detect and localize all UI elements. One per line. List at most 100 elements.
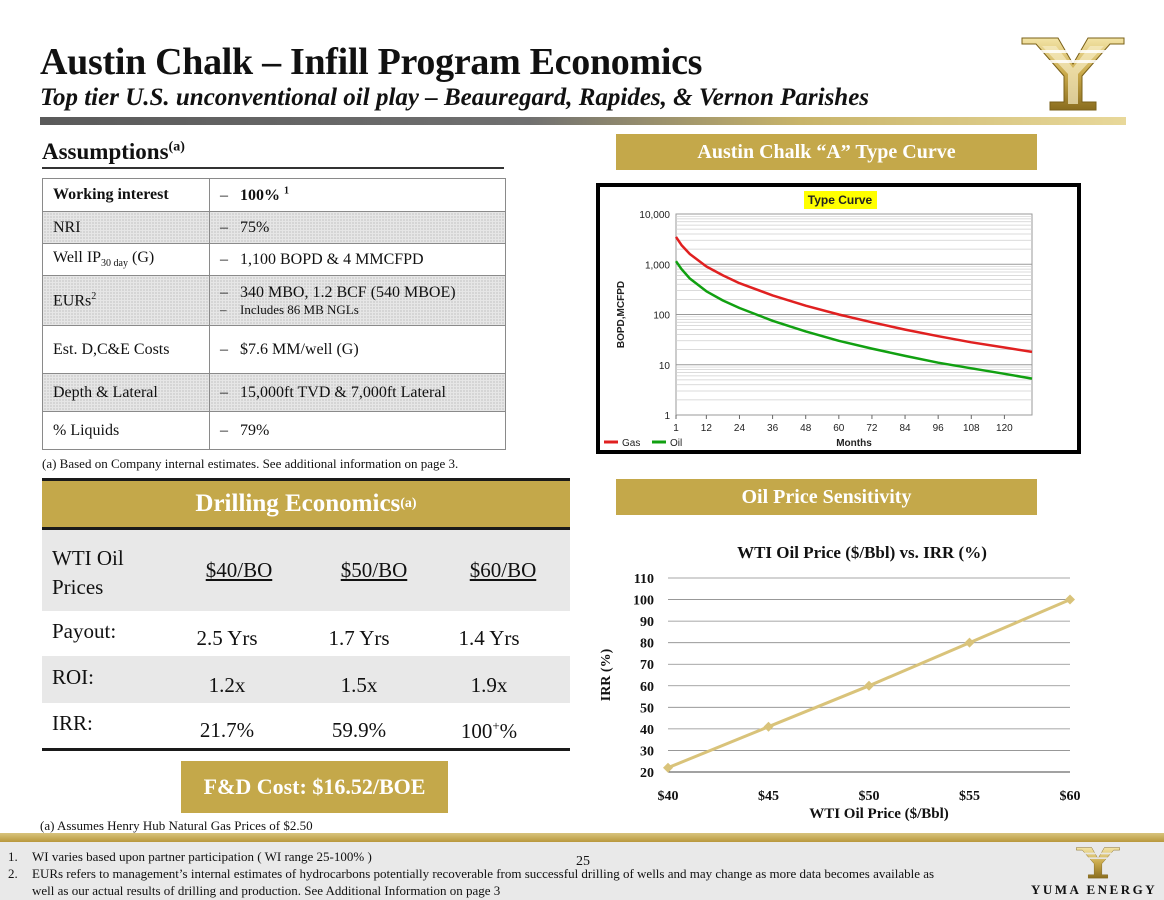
chart-title-bg [804, 191, 877, 209]
eurs-ngl-value: Includes 86 MB NGLs [240, 301, 359, 317]
y-tick-label: 50 [640, 701, 654, 716]
roi-row: ROI: 1.2x 1.5x 1.9x [42, 656, 570, 703]
assumption-value: – $7.6 MM/well (G) [209, 325, 506, 374]
dce-costs-label: Est. D,C&E Costs [42, 325, 210, 374]
assumptions-heading-sup: (a) [168, 139, 185, 155]
x-tick-label: 48 [800, 423, 812, 434]
y-tick-label: 110 [634, 572, 654, 587]
well-ip-label: Well IP30 day (G) [42, 243, 210, 276]
irr-60-tail: % [499, 719, 518, 743]
y-tick-label: 20 [640, 766, 654, 781]
x-tick-label: 96 [933, 423, 945, 434]
well-ip-label-main: Well IP [53, 249, 102, 267]
yuma-logo-small-icon [1075, 847, 1121, 879]
table-row: Well IP30 day (G) –1,100 BOPD & 4 MMCFPD [42, 243, 506, 276]
data-point [1065, 594, 1075, 605]
payout-50: 1.7 Yrs [328, 626, 390, 650]
chart-title: Type Curve [808, 193, 873, 207]
eurs-label: EURs2 [42, 275, 210, 326]
oil-price-sensitivity-chart: WTI Oil Price ($/Bbl) vs. IRR (%) 20 30 40 5… [599, 543, 1081, 822]
x-axis-label: Months [836, 438, 872, 449]
fd-cost-box: F&D Cost: $16.52/BOE [181, 761, 448, 813]
y-tick-label: 10,000 [639, 210, 670, 221]
dash: – [220, 186, 228, 204]
dash: – [220, 383, 228, 401]
eurs-footnote-ref: 2 [91, 290, 97, 302]
series-line-gas [674, 236, 1033, 354]
dce-costs-value: $7.6 MM/well (G) [240, 340, 359, 358]
irr-row: IRR: 21.7% 59.9% 100+% [42, 703, 570, 748]
y-axis-label: IRR (%) [599, 648, 614, 701]
irr-label: IRR: [52, 711, 93, 735]
table-row: Working interest –100% 1 [42, 178, 506, 212]
dash: – [220, 421, 228, 439]
liquids-value: 79% [240, 421, 270, 439]
x-tick-label: 72 [866, 423, 878, 434]
x-tick-label: $60 [1060, 789, 1081, 804]
payout-60: 1.4 Yrs [458, 626, 520, 650]
oil-price-sensitivity-banner: Oil Price Sensitivity [616, 479, 1037, 515]
x-tick-label: $50 [859, 789, 880, 804]
irr-60-base: 100 [460, 719, 493, 743]
working-interest-label: Working interest [53, 186, 169, 203]
nri-value: 75% [240, 218, 270, 236]
dash: – [220, 250, 228, 268]
price-50: $50/BO [340, 558, 408, 582]
x-tick-label: 120 [996, 423, 1013, 434]
footer-band [0, 842, 1164, 900]
roi-label: ROI: [52, 665, 94, 689]
drilling-footnote: (a) Assumes Henry Hub Natural Gas Prices… [40, 818, 313, 833]
x-tick-label: 108 [963, 423, 980, 434]
dash: – [220, 340, 228, 358]
table-row: Est. D,C&E Costs – $7.6 MM/well (G) [42, 325, 506, 374]
table-row: EURs2 –340 MBO, 1.2 BCF (540 MBOE) – Incl… [42, 275, 506, 326]
payout-label: Payout: [52, 619, 117, 643]
roi-50: 1.5x [340, 673, 378, 697]
footer-note-1-number: 1. [8, 849, 18, 864]
data-point [663, 762, 673, 773]
prices-label: WTI Oil Prices [52, 544, 124, 602]
x-tick-label: 24 [734, 423, 746, 434]
assumptions-table: Working interest –100% 1 NRI –75% Well I… [42, 178, 506, 450]
yuma-logo-icon [1020, 37, 1126, 111]
prices-row: WTI Oil Prices $40/BO $50/BO $60/BO [42, 530, 570, 611]
y-tick-label: 100 [633, 594, 654, 609]
nri-label: NRI [42, 211, 210, 244]
y-tick-label: 30 [640, 744, 654, 759]
assumptions-heading: Assumptions(a) [42, 139, 185, 165]
footer-notes: 1. WI varies based upon partner participa… [8, 848, 1018, 899]
x-tick-label: $40 [658, 789, 679, 804]
x-tick-label: $45 [758, 789, 779, 804]
y-tick-label: 10 [659, 361, 671, 372]
drilling-heading-sup: (a) [400, 496, 417, 511]
x-tick-label: 12 [701, 423, 713, 434]
irr-60: 100+% [434, 718, 544, 744]
data-point [763, 721, 774, 732]
y-axis-label: BOPD,MCFPD [616, 281, 627, 348]
page-subtitle: Top tier U.S. unconventional oil play – … [40, 84, 870, 111]
assumption-label: Working interest [42, 178, 210, 212]
y-tick-label: 1,000 [645, 260, 670, 271]
x-tick-label: 1 [673, 423, 679, 434]
liquids-label: % Liquids [42, 411, 210, 450]
assumption-value: –75% [209, 211, 506, 244]
assumptions-footnote: (a) Based on Company internal estimates.… [42, 456, 459, 471]
well-ip-value: 1,100 BOPD & 4 MMCFPD [240, 250, 424, 268]
legend-label-oil: Oil [670, 438, 682, 449]
assumptions-heading-text: Assumptions [42, 139, 169, 164]
x-tick-label: $55 [959, 789, 980, 804]
footer-note-1-text: WI varies based upon partner participati… [32, 849, 372, 864]
depth-lateral-value: 15,000ft TVD & 7,000ft Lateral [240, 383, 446, 401]
irr-60-sup: + [492, 718, 500, 733]
footer-note-2: 2. EURs refers to management’s internal e… [8, 865, 1018, 882]
roi-40: 1.2x [208, 673, 246, 697]
irr-50: 59.9% [331, 718, 387, 742]
type-curve-chart: 1 10 100 1,000 10,000 1 12 24 36 48 60 72 84 96 108 120… [604, 191, 1033, 449]
assumption-value: –100% 1 [209, 178, 506, 212]
assumptions-underline [42, 167, 504, 169]
working-interest-value: 100% [240, 186, 280, 204]
footer-note-2-continued: well as our actual results of drilling a… [32, 883, 501, 898]
drilling-bottom-rule [42, 748, 570, 751]
x-tick-label: 60 [833, 423, 845, 434]
dash: – [220, 301, 227, 317]
